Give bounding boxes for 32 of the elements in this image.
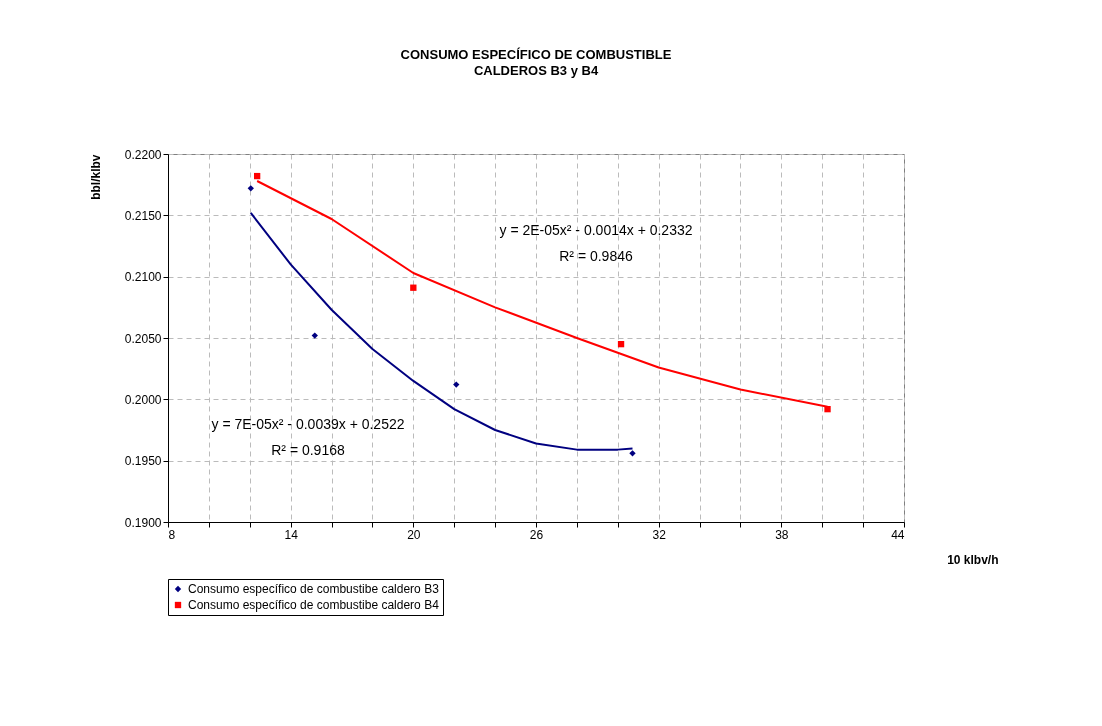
x-axis-title: 10 klbv/h bbox=[947, 552, 999, 567]
y-tick-label: 0.2100 bbox=[124, 270, 162, 285]
legend-label: Consumo específico de combustibe caldero B3 bbox=[188, 582, 440, 596]
point bbox=[410, 284, 417, 291]
point bbox=[824, 405, 831, 413]
x-tick-label: 20 bbox=[407, 527, 421, 542]
point bbox=[253, 172, 261, 180]
x-tick-label: 38 bbox=[775, 527, 789, 542]
x-tick-label: 32 bbox=[652, 527, 667, 542]
x-tick-label: 44 bbox=[891, 527, 905, 542]
annotation: y = 7E-05x² - 0.0039x + 0.2522 bbox=[211, 416, 405, 432]
annotation: y = 2E-05x² - 0.0014x + 0.2332 bbox=[499, 222, 693, 238]
y-tick-label: 0.1900 bbox=[124, 515, 162, 530]
y-tick-label: 0.1950 bbox=[124, 454, 162, 469]
legend-label: Consumo específico de combustibe caldero B4 bbox=[188, 598, 440, 612]
annotation: R² = 0.9168 bbox=[271, 442, 345, 458]
y-tick-label: 0.2150 bbox=[124, 208, 162, 223]
y-tick-label: 0.2000 bbox=[124, 392, 162, 407]
point bbox=[247, 185, 254, 192]
y-axis-title: bbl/klbv bbox=[88, 154, 103, 200]
y-tick-label: 0.2200 bbox=[124, 147, 162, 162]
x-tick-label: 14 bbox=[284, 527, 299, 542]
y-tick-label: 0.2050 bbox=[124, 331, 162, 346]
point bbox=[453, 381, 460, 388]
point bbox=[311, 332, 318, 339]
point bbox=[617, 340, 625, 348]
x-tick-label: 26 bbox=[529, 527, 544, 542]
point bbox=[629, 450, 636, 457]
chart-subtitle: CALDEROS B3 y B4 bbox=[473, 63, 599, 78]
chart-title: CONSUMO ESPECÍFICO DE COMBUSTIBLE bbox=[400, 47, 672, 62]
annotation: R² = 0.9846 bbox=[559, 248, 633, 264]
x-tick-label: 8 bbox=[168, 527, 176, 542]
